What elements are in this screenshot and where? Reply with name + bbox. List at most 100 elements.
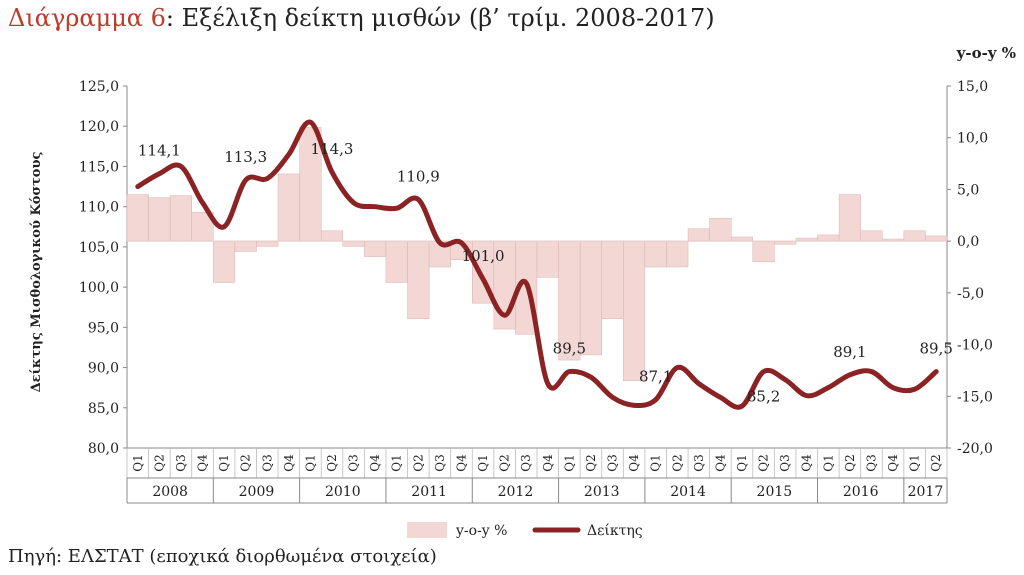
right-tick-label: 10,0	[957, 131, 988, 147]
quarter-label: Q3	[347, 454, 361, 471]
left-tick-label: 115,0	[79, 159, 119, 175]
quarter-label: Q2	[929, 454, 943, 471]
chart-title-text: : Εξέλιξη δείκτη μισθών (β’ τρίμ. 2008-2…	[165, 4, 715, 32]
legend-label-index: Δείκτης	[587, 522, 643, 539]
quarter-label: Q1	[476, 454, 490, 471]
data-label: 101,0	[462, 247, 505, 265]
quarter-label: Q1	[303, 454, 317, 471]
right-tick-label: 0,0	[957, 234, 979, 250]
left-tick-label: 95,0	[88, 320, 119, 336]
yoy-bar	[687, 228, 710, 242]
data-label: 114,3	[311, 140, 354, 158]
data-label: 113,3	[224, 148, 267, 166]
data-label: 110,9	[397, 167, 440, 185]
yoy-bar	[234, 240, 257, 252]
quarter-label: Q2	[757, 454, 771, 471]
right-tick-label: -10,0	[957, 338, 993, 354]
quarter-label: Q3	[692, 454, 706, 471]
yoy-bar	[579, 240, 602, 356]
yoy-bar	[407, 240, 430, 319]
legend-swatch-yoy	[407, 522, 447, 538]
left-tick-label: 105,0	[79, 240, 119, 256]
year-label: 2013	[584, 484, 620, 500]
yoy-bar	[666, 240, 689, 268]
left-axis-title: Δείκτης Μισθολογικού Κόστους	[29, 152, 44, 393]
yoy-bar	[342, 240, 365, 247]
quarter-label: Q4	[886, 454, 900, 472]
year-label: 2011	[411, 484, 447, 500]
quarter-label: Q2	[239, 454, 253, 471]
chart-number: Διάγραμμα 6	[8, 4, 166, 32]
yoy-bar	[256, 240, 279, 247]
data-label: 87,1	[639, 368, 672, 386]
yoy-bar	[709, 218, 732, 242]
index-line	[135, 119, 939, 410]
quarter-label: Q4	[282, 454, 296, 472]
quarter-label: Q2	[670, 454, 684, 471]
quarter-label: Q3	[260, 454, 274, 471]
quarter-label: Q1	[908, 454, 922, 471]
yoy-bar	[148, 197, 171, 242]
yoy-bar	[644, 240, 667, 268]
quarter-label: Q4	[541, 454, 555, 472]
quarter-label: Q2	[325, 454, 339, 471]
quarter-label: Q2	[152, 454, 166, 471]
right-tick-label: 5,0	[957, 182, 979, 198]
right-tick-label: -5,0	[957, 286, 984, 302]
left-tick-label: 125,0	[79, 79, 119, 95]
quarter-label: Q2	[411, 454, 425, 471]
quarter-label: Q3	[606, 454, 620, 471]
yoy-bar	[925, 235, 948, 242]
year-label: 2017	[908, 484, 944, 500]
yoy-bar	[385, 240, 408, 283]
quarter-label: Q4	[627, 454, 641, 472]
quarter-label: Q3	[519, 454, 533, 471]
quarter-label: Q1	[390, 454, 404, 471]
quarter-label: Q3	[433, 454, 447, 471]
data-label: 89,5	[553, 340, 586, 358]
quarter-label: Q2	[843, 454, 857, 471]
left-tick-label: 120,0	[79, 119, 119, 135]
year-label: 2010	[325, 484, 361, 500]
quarter-label: Q1	[735, 454, 749, 471]
quarter-label: Q4	[196, 454, 210, 472]
data-label: 89,1	[833, 343, 866, 361]
quarter-label: Q3	[174, 454, 188, 471]
legend-label-yoy: y-o-y %	[455, 523, 507, 539]
yoy-bar	[601, 240, 624, 319]
quarter-label: Q1	[562, 454, 576, 471]
yoy-bar	[536, 240, 559, 278]
quarter-label: Q2	[498, 454, 512, 471]
yoy-bar	[277, 173, 300, 242]
right-tick-label: -20,0	[957, 441, 993, 457]
quarter-label: Q4	[800, 454, 814, 472]
quarter-label: Q4	[454, 454, 468, 472]
yoy-bar	[320, 230, 344, 242]
yoy-bar	[817, 234, 840, 242]
year-label: 2009	[239, 484, 275, 500]
chart-title: Διάγραμμα 6: Εξέλιξη δείκτη μισθών (β’ τ…	[8, 4, 715, 32]
yoy-bar	[213, 240, 236, 283]
left-tick-label: 85,0	[88, 401, 119, 417]
yoy-bar	[623, 240, 646, 382]
year-label: 2014	[670, 484, 706, 500]
left-tick-label: 100,0	[79, 280, 119, 296]
quarter-label: Q1	[217, 454, 231, 471]
yoy-bar	[126, 194, 149, 242]
yoy-bar	[169, 195, 192, 242]
quarter-label: Q4	[368, 454, 382, 472]
quarter-label: Q3	[778, 454, 792, 471]
left-tick-label: 110,0	[79, 200, 119, 216]
data-label: 85,2	[747, 388, 780, 406]
quarter-label: Q3	[864, 454, 878, 471]
yoy-bar	[838, 194, 861, 242]
year-label: 2016	[843, 484, 879, 500]
quarter-label: Q4	[713, 454, 727, 472]
data-label: 114,1	[138, 142, 181, 160]
right-tick-label: -15,0	[957, 389, 993, 405]
left-tick-label: 80,0	[88, 441, 119, 457]
data-label: 89,5	[920, 340, 953, 358]
year-label: 2012	[498, 484, 534, 500]
yoy-bar	[860, 230, 883, 242]
right-tick-label: 15,0	[957, 79, 988, 95]
